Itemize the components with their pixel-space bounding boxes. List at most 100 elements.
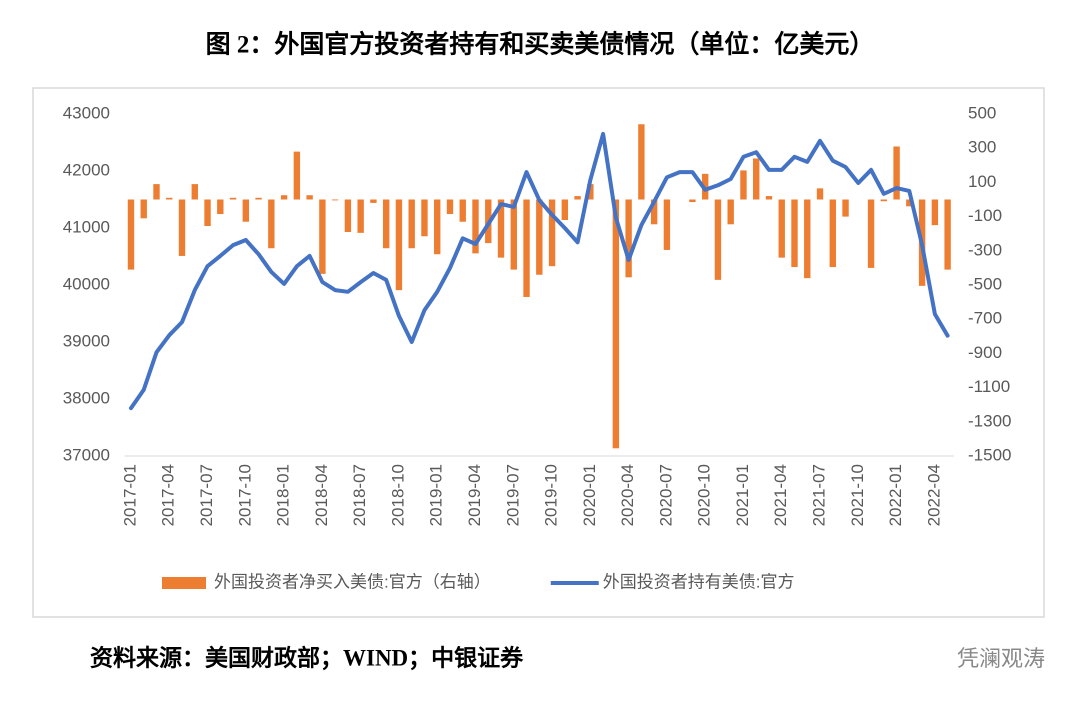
bar: [612, 199, 620, 449]
y-tick-label: 39000: [63, 331, 110, 350]
bar: [714, 199, 722, 280]
bar: [229, 197, 237, 200]
x-tick-label: 2019-04: [465, 464, 484, 526]
bar: [395, 199, 403, 291]
bar: [791, 199, 798, 268]
bar: [944, 199, 951, 270]
bar: [867, 199, 875, 268]
x-tick-label: 2022-01: [886, 464, 905, 526]
x-tick-label: 2020-01: [580, 464, 599, 526]
y2-tick-label: -500: [968, 274, 1002, 293]
bar: [650, 199, 658, 225]
bar: [663, 199, 671, 250]
bar: [727, 199, 734, 225]
legend-swatch: [162, 577, 206, 589]
bar: [893, 146, 900, 200]
y-tick-label: 37000: [63, 445, 110, 464]
y-tick-label: 42000: [63, 160, 110, 179]
bar: [638, 124, 645, 200]
bar: [816, 188, 824, 200]
x-tick-label: 2020-10: [695, 464, 714, 526]
x-tick-label: 2018-01: [274, 464, 293, 526]
x-tick-label: 2017-01: [120, 464, 139, 526]
y2-tick-label: -1300: [968, 411, 1011, 430]
legend-label: 外国投资者持有美债:官方: [603, 572, 795, 591]
bar: [625, 199, 632, 278]
bar: [931, 199, 939, 226]
bar: [434, 199, 441, 255]
bar: [880, 199, 888, 202]
bar: [906, 199, 913, 207]
y-tick-label: 41000: [63, 217, 110, 236]
y2-tick-label: -1100: [968, 377, 1010, 396]
x-tick-label: 2021-04: [771, 464, 790, 526]
x-tick-label: 2022-04: [924, 464, 943, 526]
bar: [446, 199, 454, 215]
line: [129, 131, 950, 411]
bar: [204, 199, 211, 227]
bar: [587, 184, 594, 200]
x-tick-label: 2020-04: [618, 464, 637, 526]
y2-tick-label: 300: [968, 138, 996, 157]
y-tick-label: 40000: [63, 274, 110, 293]
bar: [306, 195, 313, 200]
bar: [497, 199, 505, 258]
bar: [523, 199, 530, 297]
bar: [127, 199, 135, 270]
bar: [255, 197, 262, 200]
y2-tick-label: -1500: [968, 445, 1011, 464]
bar: [510, 199, 517, 270]
bar: [561, 199, 569, 221]
bar: [280, 195, 288, 200]
bar: [829, 199, 836, 268]
chart-title: 图 2：外国官方投资者持有和买卖美债情况（单位：亿美元）: [206, 30, 875, 59]
x-tick-label: 2021-01: [733, 464, 752, 526]
y2-tick-label: 500: [968, 103, 996, 122]
x-tick-label: 2019-07: [503, 464, 522, 526]
y2-tick-label: -900: [968, 343, 1002, 362]
bar: [370, 199, 377, 203]
x-tick-label: 2021-07: [810, 464, 829, 526]
bar: [166, 197, 173, 200]
bar: [842, 199, 849, 217]
y2-tick-label: -700: [968, 309, 1002, 328]
x-tick-label: 2021-10: [848, 464, 867, 526]
bar: [178, 199, 186, 256]
x-tick-label: 2018-10: [388, 464, 407, 526]
bar: [357, 199, 364, 233]
bar: [293, 151, 301, 200]
bar: [472, 199, 479, 254]
bar: [242, 199, 250, 222]
bar: [740, 170, 747, 200]
bar: [140, 199, 147, 219]
x-tick-label: 2020-07: [656, 464, 675, 526]
y2-tick-label: 100: [968, 172, 996, 191]
x-tick-label: 2018-07: [350, 464, 369, 526]
x-tick-label: 2019-01: [427, 464, 446, 526]
bar: [191, 184, 198, 200]
y-tick-label: 43000: [63, 103, 110, 122]
x-tick-label: 2019-10: [542, 464, 561, 526]
bar: [548, 199, 556, 267]
y2-tick-label: -100: [968, 206, 1002, 225]
x-tick-label: 2017-07: [197, 464, 216, 526]
bar: [421, 199, 428, 237]
bar: [689, 199, 696, 203]
legend-label: 外国投资者净买入美债:官方（右轴）: [214, 572, 491, 591]
bar: [753, 158, 760, 200]
bar: [804, 199, 811, 279]
bar: [382, 199, 390, 249]
bar: [778, 199, 785, 258]
chart-frame: [32, 87, 1045, 618]
bar: [319, 199, 326, 274]
x-tick-label: 2017-04: [159, 464, 178, 526]
x-tick-label: 2017-10: [235, 464, 254, 526]
bar: [153, 184, 160, 200]
x-tick-label: 2018-04: [312, 464, 331, 526]
bar: [217, 199, 224, 215]
bar: [765, 196, 773, 200]
source: 资料来源：美国财政部；WIND；中银证券: [90, 644, 524, 670]
bar: [536, 199, 543, 275]
watermark: 凭澜观涛: [957, 646, 1045, 671]
